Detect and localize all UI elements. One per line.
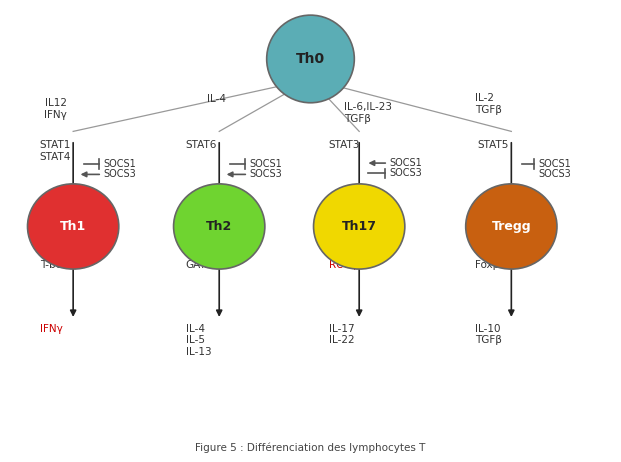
Ellipse shape: [266, 15, 355, 103]
Text: GATA-3: GATA-3: [186, 261, 223, 270]
Text: STAT5: STAT5: [478, 140, 509, 151]
Text: Tregg: Tregg: [491, 220, 531, 233]
Text: IL12
IFNγ: IL12 IFNγ: [44, 98, 67, 120]
Text: Th0: Th0: [296, 52, 325, 66]
Text: IL-17
IL-22: IL-17 IL-22: [329, 324, 355, 346]
Text: SOCS1: SOCS1: [250, 159, 283, 169]
Text: Th2: Th2: [206, 220, 232, 233]
Text: RORγt: RORγt: [329, 261, 361, 270]
Text: SOCS1: SOCS1: [104, 159, 137, 169]
Text: IL-6,IL-23
TGFβ: IL-6,IL-23 TGFβ: [344, 103, 392, 124]
Text: IFNγ: IFNγ: [40, 324, 63, 334]
Text: IL-4
IL-5
IL-13: IL-4 IL-5 IL-13: [186, 324, 211, 357]
Text: SOCS3: SOCS3: [389, 169, 422, 178]
Text: Th1: Th1: [60, 220, 86, 233]
Ellipse shape: [173, 184, 265, 269]
Text: IL-4: IL-4: [207, 94, 225, 104]
Text: SOCS3: SOCS3: [250, 170, 283, 179]
Text: SOCS3: SOCS3: [538, 170, 571, 179]
Text: T-bet: T-bet: [40, 261, 66, 270]
Text: SOCS1: SOCS1: [538, 159, 571, 169]
Text: SOCS3: SOCS3: [104, 170, 137, 179]
Text: Th17: Th17: [342, 220, 377, 233]
Text: STAT3: STAT3: [329, 140, 360, 151]
Text: Figure 5 : Différenciation des lymphocytes T: Figure 5 : Différenciation des lymphocyt…: [196, 442, 425, 453]
Text: SOCS1: SOCS1: [389, 158, 422, 168]
Ellipse shape: [314, 184, 405, 269]
Text: STAT6: STAT6: [186, 140, 217, 151]
Ellipse shape: [466, 184, 557, 269]
Text: IL-10
TGFβ: IL-10 TGFβ: [475, 324, 502, 346]
Text: IL-2
TGFβ: IL-2 TGFβ: [475, 93, 502, 115]
Text: Foxp3: Foxp3: [475, 261, 505, 270]
Ellipse shape: [27, 184, 119, 269]
Text: STAT1
STAT4: STAT1 STAT4: [40, 140, 71, 162]
